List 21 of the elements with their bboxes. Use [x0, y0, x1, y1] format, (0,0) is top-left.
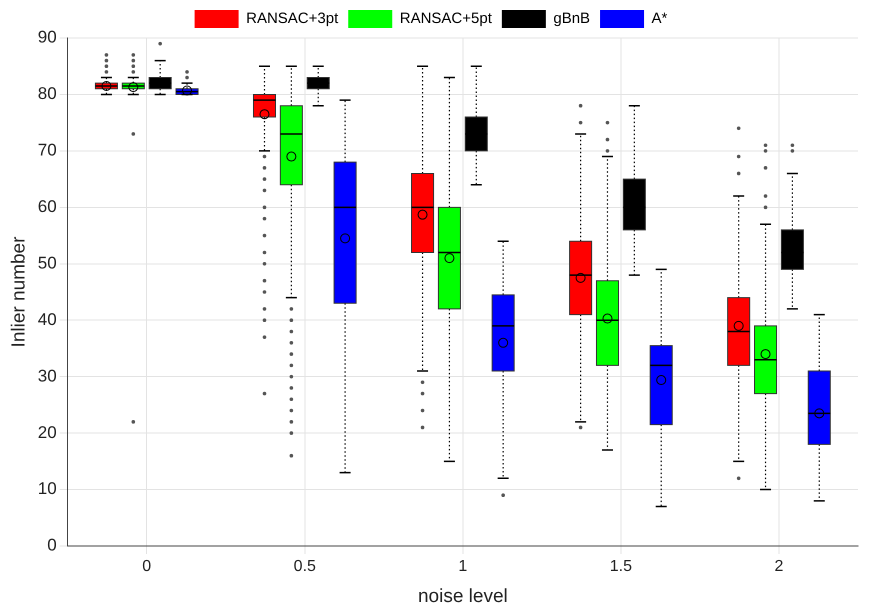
y-axis-title: Inlier number	[8, 236, 30, 348]
y-tick-label: 10	[38, 479, 57, 498]
y-tick-label: 90	[38, 28, 57, 47]
y-tick-label: 70	[38, 140, 57, 160]
x-tick-label: 2	[774, 558, 784, 576]
y-tick-label: 50	[38, 253, 57, 272]
x-tick-label: 1	[458, 558, 468, 576]
y-tick-label: 30	[38, 366, 57, 386]
y-tick-label: 80	[38, 84, 57, 104]
legend-label: RANSAC+3pt	[246, 10, 340, 28]
legend-label: A*	[652, 10, 668, 28]
y-tick-label: 60	[38, 197, 57, 216]
x-axis-title: noise level	[418, 586, 508, 607]
x-tick-label: 0	[142, 558, 152, 576]
y-tick-label: 0	[47, 536, 57, 555]
y-tick-label: 40	[38, 310, 57, 329]
x-tick-label: 1.5	[610, 558, 632, 576]
legend-label: gBnB	[553, 10, 590, 28]
legend-label: RANSAC+5pt	[400, 10, 493, 28]
y-tick-label: 20	[38, 422, 57, 442]
x-tick-label: 0.5	[294, 558, 316, 576]
